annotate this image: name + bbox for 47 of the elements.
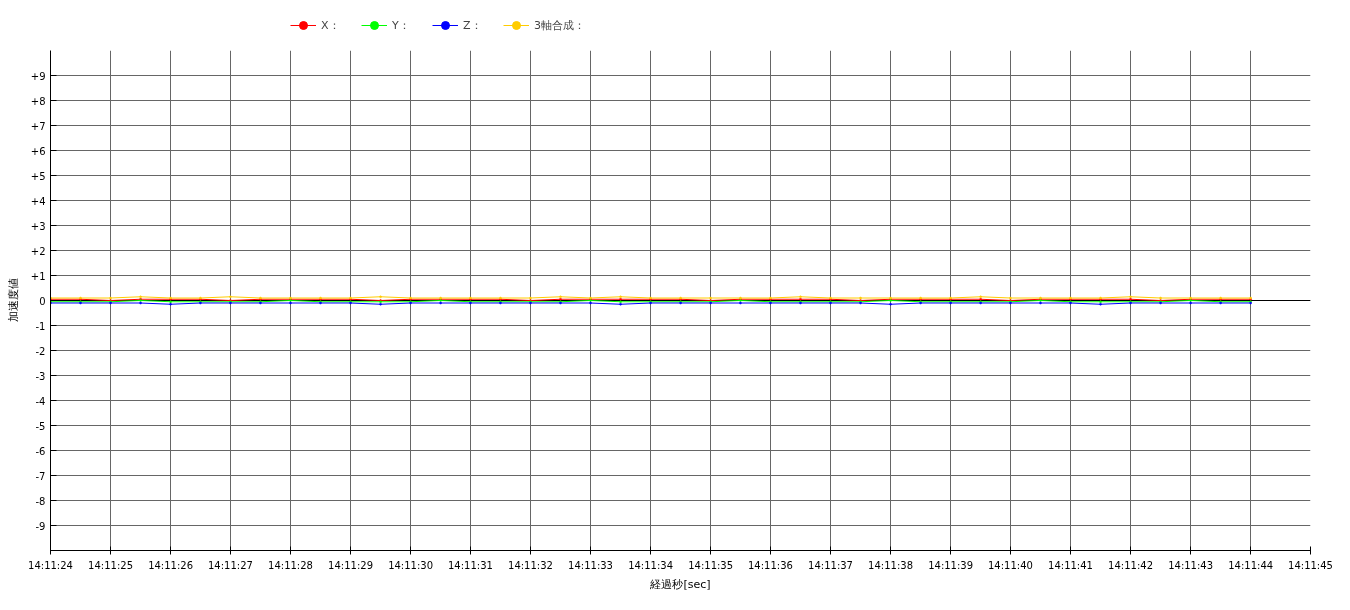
legend-label: 3軸合成：: [534, 17, 585, 33]
y-tick-label: -2: [35, 345, 46, 357]
y-tick-label: -7: [35, 470, 46, 482]
x-tick-label: 14:11:40: [988, 559, 1033, 571]
x-tick-label: 14:11:39: [928, 559, 974, 571]
x-tick-label: 14:11:36: [748, 559, 793, 571]
y-tick-label: +6: [30, 145, 46, 157]
x-tick-label: 14:11:29: [328, 559, 374, 571]
y-tick-label: +7: [30, 120, 46, 132]
x-tick-label: 14:11:30: [388, 559, 434, 571]
y-tick-label: +8: [30, 95, 46, 107]
x-tick-label: 14:11:45: [1288, 559, 1333, 571]
y-tick-label: -8: [35, 495, 46, 507]
x-tick-label: 14:11:26: [148, 559, 194, 571]
y-tick-label: +4: [30, 195, 46, 207]
y-tick-label: -5: [35, 420, 46, 432]
x-tick-label: 14:11:27: [207, 559, 253, 571]
x-tick-label: 14:11:33: [568, 559, 613, 571]
y-tick-label: -4: [35, 395, 46, 407]
x-tick-label: 14:11:24: [28, 559, 73, 571]
x-tick-label: 14:11:44: [1228, 559, 1274, 571]
x-tick-label: 14:11:32: [508, 559, 553, 571]
y-tick-label: -9: [35, 520, 46, 532]
x-tick-label: 14:11:42: [1108, 559, 1154, 571]
x-tick-label: 14:11:34: [628, 559, 674, 571]
x-tick-label: 14:11:25: [88, 559, 134, 571]
x-tick-label: 14:11:31: [447, 559, 493, 571]
y-tick-label: +9: [30, 70, 46, 82]
x-tick-label: 14:11:43: [1168, 559, 1214, 571]
y-tick-label: 0: [39, 295, 46, 307]
y-tick-label: -1: [35, 320, 46, 332]
x-tick-label: 14:11:41: [1048, 559, 1093, 571]
x-tick-label: 14:11:37: [808, 559, 853, 571]
x-tick-label: 14:11:35: [688, 559, 734, 571]
y-tick-label: +2: [30, 245, 46, 257]
legend-label: Z：: [463, 17, 483, 33]
x-axis-title: 経過秒[sec]: [649, 577, 711, 591]
x-tick-label: 14:11:28: [268, 559, 313, 571]
y-tick-label: -6: [35, 445, 46, 457]
legend-label: Y：: [392, 17, 411, 33]
legend-label: X：: [321, 17, 341, 33]
y-tick-label: +3: [30, 220, 46, 232]
y-tick-label: -3: [35, 370, 46, 382]
y-tick-label: +5: [30, 170, 46, 182]
x-tick-label: 14:11:38: [868, 559, 914, 571]
y-tick-label: +1: [30, 270, 46, 282]
y-axis-title: 加速度値: [6, 278, 20, 323]
